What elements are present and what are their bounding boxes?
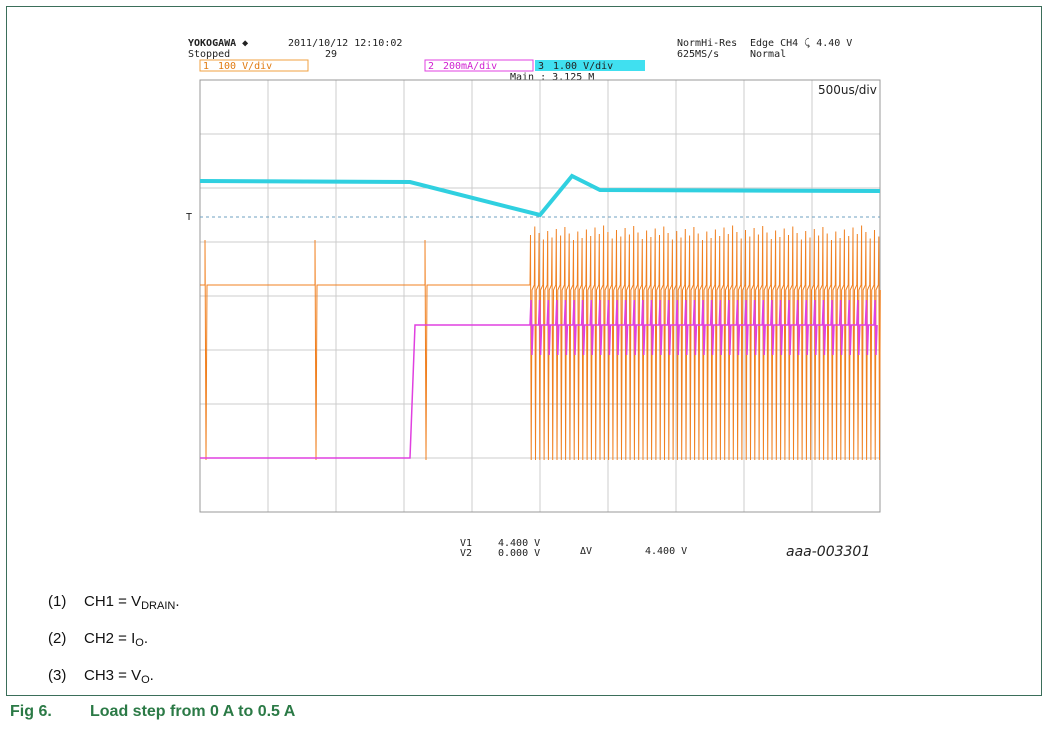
note: (2)CH2 = IO. <box>48 630 148 649</box>
delta-name: ΔV <box>580 546 592 557</box>
mode: NormHi-Res <box>677 38 737 49</box>
figure-id: aaa-003301 <box>786 544 870 560</box>
time-div: 500us/div <box>818 83 877 97</box>
caption-label: Fig 6. <box>10 703 90 721</box>
note: (3)CH3 = VO. <box>48 667 154 686</box>
note-subscript: O <box>135 637 144 649</box>
caption-text: Load step from 0 A to 0.5 A <box>90 703 295 720</box>
brand: YOKOGAWA ◆ <box>188 38 248 49</box>
trigger-marker: T <box>186 212 192 223</box>
note-subscript: DRAIN <box>141 600 175 612</box>
scope-screenshot: YOKOGAWA ◆ Stopped 2011/10/12 12:10:02 2… <box>0 0 1050 600</box>
note-text: CH3 = V <box>84 667 141 684</box>
page: YOKOGAWA ◆ Stopped 2011/10/12 12:10:02 2… <box>0 0 1050 731</box>
trigger: Edge CH4 ⤹ 4.40 V <box>750 38 852 49</box>
timebase: Main : 3.125 M <box>510 72 594 83</box>
cursor-2-value: 0.000 V <box>498 548 540 559</box>
ch3-number: 3 <box>538 61 544 72</box>
ch1-number: 1 <box>203 61 209 72</box>
ch1-scale: 100 V/div <box>218 61 272 72</box>
sample-rate: 625MS/s <box>677 49 719 60</box>
ch2-number: 2 <box>428 61 434 72</box>
status: Stopped <box>188 49 230 60</box>
trigger-mode: Normal <box>750 49 786 60</box>
note-number: (1) <box>48 593 84 610</box>
note-suffix: . <box>144 630 148 647</box>
note-suffix: . <box>175 593 179 610</box>
delta-value: 4.400 V <box>645 546 687 557</box>
caption: Fig 6.Load step from 0 A to 0.5 A <box>10 703 295 721</box>
count: 29 <box>325 49 337 60</box>
note-subscript: O <box>141 674 150 686</box>
note-suffix: . <box>150 667 154 684</box>
ch2-scale: 200mA/div <box>443 61 497 72</box>
ch3-scale: 1.00 V/div <box>553 61 613 72</box>
cursor-2-name: V2 <box>460 548 472 559</box>
note: (1)CH1 = VDRAIN. <box>48 593 180 612</box>
note-number: (3) <box>48 667 84 684</box>
note-text: CH1 = V <box>84 593 141 610</box>
note-text: CH2 = I <box>84 630 135 647</box>
datetime: 2011/10/12 12:10:02 <box>288 38 402 49</box>
note-number: (2) <box>48 630 84 647</box>
